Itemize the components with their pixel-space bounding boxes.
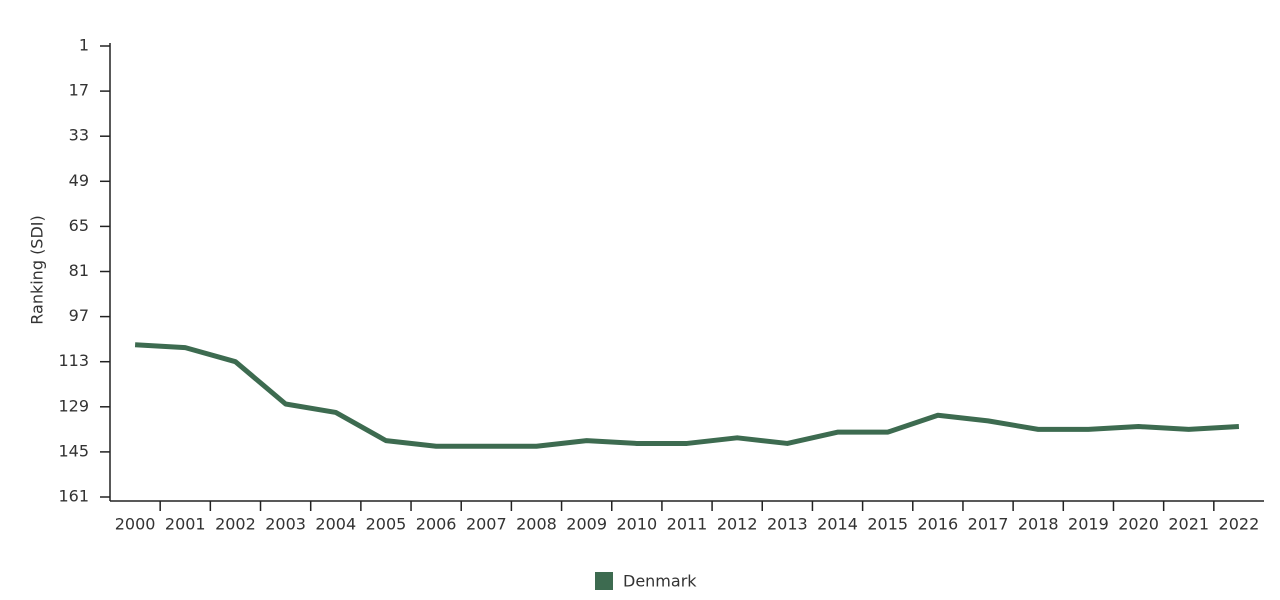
x-tick-label: 2011 xyxy=(667,515,708,534)
y-tick-label: 17 xyxy=(69,81,89,100)
y-tick-label: 161 xyxy=(58,487,89,506)
x-tick-label: 2018 xyxy=(1018,515,1059,534)
x-tick-label: 2014 xyxy=(817,515,858,534)
y-tick-label: 81 xyxy=(69,261,89,280)
x-tick-label: 2016 xyxy=(918,515,959,534)
x-tick-label: 2004 xyxy=(315,515,356,534)
y-tick-label: 49 xyxy=(69,171,89,190)
x-tick-label: 2007 xyxy=(466,515,507,534)
y-tick-label: 129 xyxy=(58,396,89,415)
x-tick-label: 2009 xyxy=(566,515,607,534)
legend-label: Denmark xyxy=(623,572,697,591)
data-line xyxy=(134,342,1240,449)
y-tick-label: 1 xyxy=(79,36,89,55)
y-tick-label: 65 xyxy=(69,216,89,235)
y-axis-title: Ranking (SDI) xyxy=(28,215,47,324)
x-tick-label: 2002 xyxy=(215,515,256,534)
legend-swatch xyxy=(595,572,613,590)
x-tick-label: 2008 xyxy=(516,515,557,534)
x-tick-label: 2022 xyxy=(1219,515,1260,534)
y-tick-label: 145 xyxy=(58,441,89,460)
x-tick-label: 2005 xyxy=(366,515,407,534)
x-tick-label: 2006 xyxy=(416,515,457,534)
x-tick-label: 2001 xyxy=(165,515,206,534)
x-tick-label: 2017 xyxy=(968,515,1009,534)
x-tick-label: 2021 xyxy=(1168,515,1209,534)
y-tick-label: 113 xyxy=(58,351,89,370)
x-tick-label: 2020 xyxy=(1118,515,1159,534)
y-tick-label: 97 xyxy=(69,306,89,325)
x-tick-label: 2000 xyxy=(115,515,156,534)
x-tick-label: 2019 xyxy=(1068,515,1109,534)
x-tick-label: 2013 xyxy=(767,515,808,534)
x-tick-label: 2010 xyxy=(616,515,657,534)
x-tick-label: 2003 xyxy=(265,515,306,534)
y-tick-label: 33 xyxy=(69,126,89,145)
x-tick-label: 2012 xyxy=(717,515,758,534)
x-tick-label: 2015 xyxy=(867,515,908,534)
